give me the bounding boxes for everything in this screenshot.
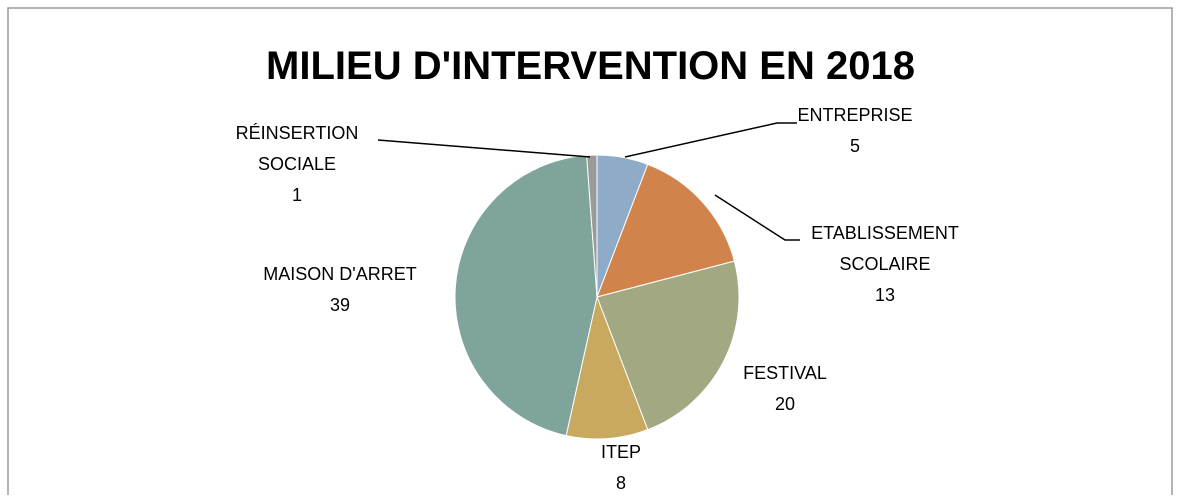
pie-slice (586, 154, 598, 298)
value-label: 5 (849, 136, 860, 156)
value-label: 8 (615, 473, 626, 493)
value-label: 1 (291, 185, 302, 205)
category-label: ITEP (600, 442, 641, 462)
pie-slice (454, 154, 598, 437)
category-label: ETABLISSEMENT SCOLAIRE (811, 223, 959, 274)
pie-slice (565, 295, 649, 440)
category-label: FESTIVAL (743, 363, 827, 383)
pie-slice (596, 163, 735, 298)
chart-border (7, 7, 1173, 495)
category-label: ENTREPRISE (797, 105, 913, 125)
data-label: RÉINSERTION SOCIALE 1 (222, 118, 372, 211)
data-label: MAISON D'ARRET 39 (230, 259, 450, 321)
leader-line (377, 139, 591, 158)
data-label: ITEP 8 (511, 437, 731, 499)
leader-line (714, 194, 800, 241)
chart-title: MILIEU D'INTERVENTION EN 2018 (266, 44, 915, 88)
category-label: MAISON D'ARRET (263, 264, 417, 284)
data-label: FESTIVAL 20 (675, 358, 895, 420)
value-label: 39 (329, 295, 351, 315)
value-label: 20 (774, 394, 796, 414)
pie-slice (596, 260, 740, 431)
value-label: 13 (874, 285, 896, 305)
leader-line (624, 122, 797, 158)
data-label: ETABLISSEMENT SCOLAIRE 13 (785, 218, 985, 311)
category-label: RÉINSERTION SOCIALE (235, 123, 359, 174)
data-label: ENTREPRISE 5 (745, 100, 965, 162)
